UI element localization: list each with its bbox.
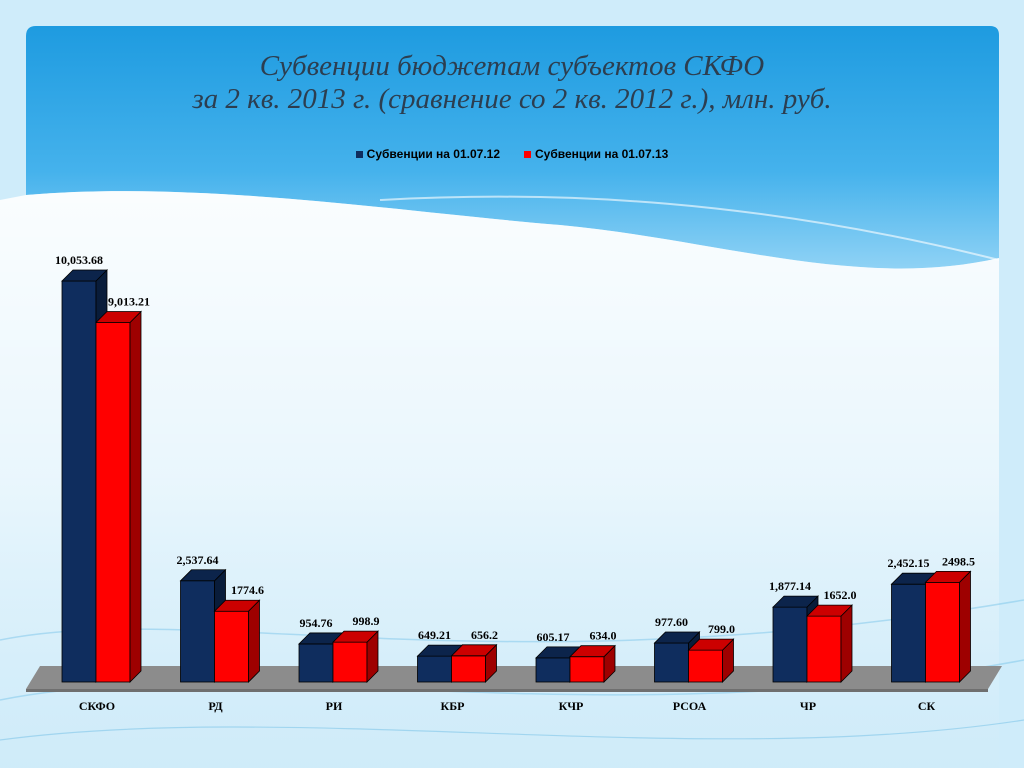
bar-front: [688, 649, 723, 683]
bar-top: [179, 569, 227, 582]
legend-swatch-2012: [355, 150, 363, 158]
bar-top: [213, 599, 261, 612]
data-label-2013-7: 2498.5: [942, 554, 975, 568]
bar-front: [180, 580, 215, 683]
legend-label-2012: Субвенции на 01.07.12: [366, 147, 500, 161]
bar-2013-2: [332, 630, 379, 683]
bar-top: [450, 644, 498, 657]
data-label-2012-5: 977.60: [655, 615, 688, 629]
chart-title-line-2: за 2 кв. 2013 г. (сравнение со 2 кв. 201…: [192, 83, 832, 115]
data-label-2012-1: 2,537.64: [177, 553, 219, 567]
bar-top: [687, 638, 735, 651]
bar-2013-3: [450, 643, 498, 683]
bar-2013-5: [687, 638, 735, 683]
bar-front: [95, 322, 131, 683]
bar-front: [298, 643, 334, 683]
chart-floor-edge: [26, 689, 988, 692]
data-label-2012-2: 954.76: [300, 616, 333, 630]
bar-2013-7: [924, 570, 972, 683]
bar-front: [451, 655, 486, 683]
data-label-2012-7: 2,452.15: [888, 556, 930, 570]
bar-front: [417, 655, 452, 683]
bar-top: [61, 269, 108, 282]
bar-front: [535, 657, 571, 683]
chart-legend: Субвенции на 01.07.12 Субвенции на 01.07…: [0, 147, 1024, 161]
data-label-2013-2: 998.9: [353, 614, 380, 628]
bar-side: [129, 310, 142, 683]
data-label-2013-4: 634.0: [590, 629, 617, 643]
bar-front: [61, 280, 97, 683]
bar-front: [772, 606, 808, 683]
x-tick-label-7: СК: [918, 699, 936, 713]
bar-2013-0: [95, 310, 142, 683]
bar-front: [654, 642, 689, 683]
x-tick-label-0: СКФО: [79, 699, 115, 713]
x-tick-label-6: ЧР: [800, 699, 816, 713]
bar-front: [214, 610, 249, 683]
chart-floor: [26, 666, 1002, 689]
bar-side: [248, 599, 260, 683]
data-label-2012-3: 649.21: [418, 628, 451, 642]
bar-front: [925, 581, 960, 683]
data-label-2012-4: 605.17: [537, 630, 570, 644]
bar-front: [332, 641, 368, 683]
data-label-2013-5: 799.0: [708, 622, 735, 636]
data-label-2013-1: 1774.6: [231, 583, 264, 597]
x-tick-label-4: КЧР: [559, 699, 584, 713]
data-label-2013-6: 1652.0: [824, 588, 857, 602]
bar-front: [806, 615, 842, 683]
data-label-2013-3: 656.2: [471, 628, 498, 642]
bar-side: [959, 570, 971, 683]
bar-2013-6: [806, 604, 853, 683]
x-tick-label-2: РИ: [326, 699, 343, 713]
bar-top: [772, 595, 819, 608]
bar-side: [840, 604, 853, 683]
bar-front: [569, 656, 605, 683]
data-label-2012-6: 1,877.14: [769, 579, 811, 593]
x-tick-label-1: РД: [208, 699, 223, 713]
legend-item-2013: Субвенции на 01.07.13: [524, 147, 668, 161]
bar-top: [924, 570, 972, 583]
x-tick-label-3: КБР: [441, 699, 465, 713]
chart-title-line-1: Субвенции бюджетам субъектов СКФО: [259, 50, 765, 82]
chart-title: Субвенции бюджетам субъектов СКФО за 2 к…: [0, 50, 1024, 116]
legend-swatch-2013: [524, 150, 531, 158]
bar-front: [891, 583, 926, 683]
bar-2013-1: [213, 599, 261, 683]
bar-2013-4: [569, 644, 616, 683]
bar-top: [653, 631, 701, 644]
data-label-2013-0: 9,013.21: [108, 295, 150, 309]
data-label-2012-0: 10,053.68: [55, 253, 103, 267]
legend-label-2013: Субвенции на 01.07.13: [535, 147, 669, 161]
legend-item-2012: Субвенции на 01.07.12: [355, 147, 500, 161]
bar-top: [569, 645, 616, 658]
bar-top: [806, 604, 853, 617]
bar-top: [95, 311, 142, 323]
x-tick-label-5: РСОА: [673, 699, 707, 713]
bar-top: [332, 630, 379, 643]
